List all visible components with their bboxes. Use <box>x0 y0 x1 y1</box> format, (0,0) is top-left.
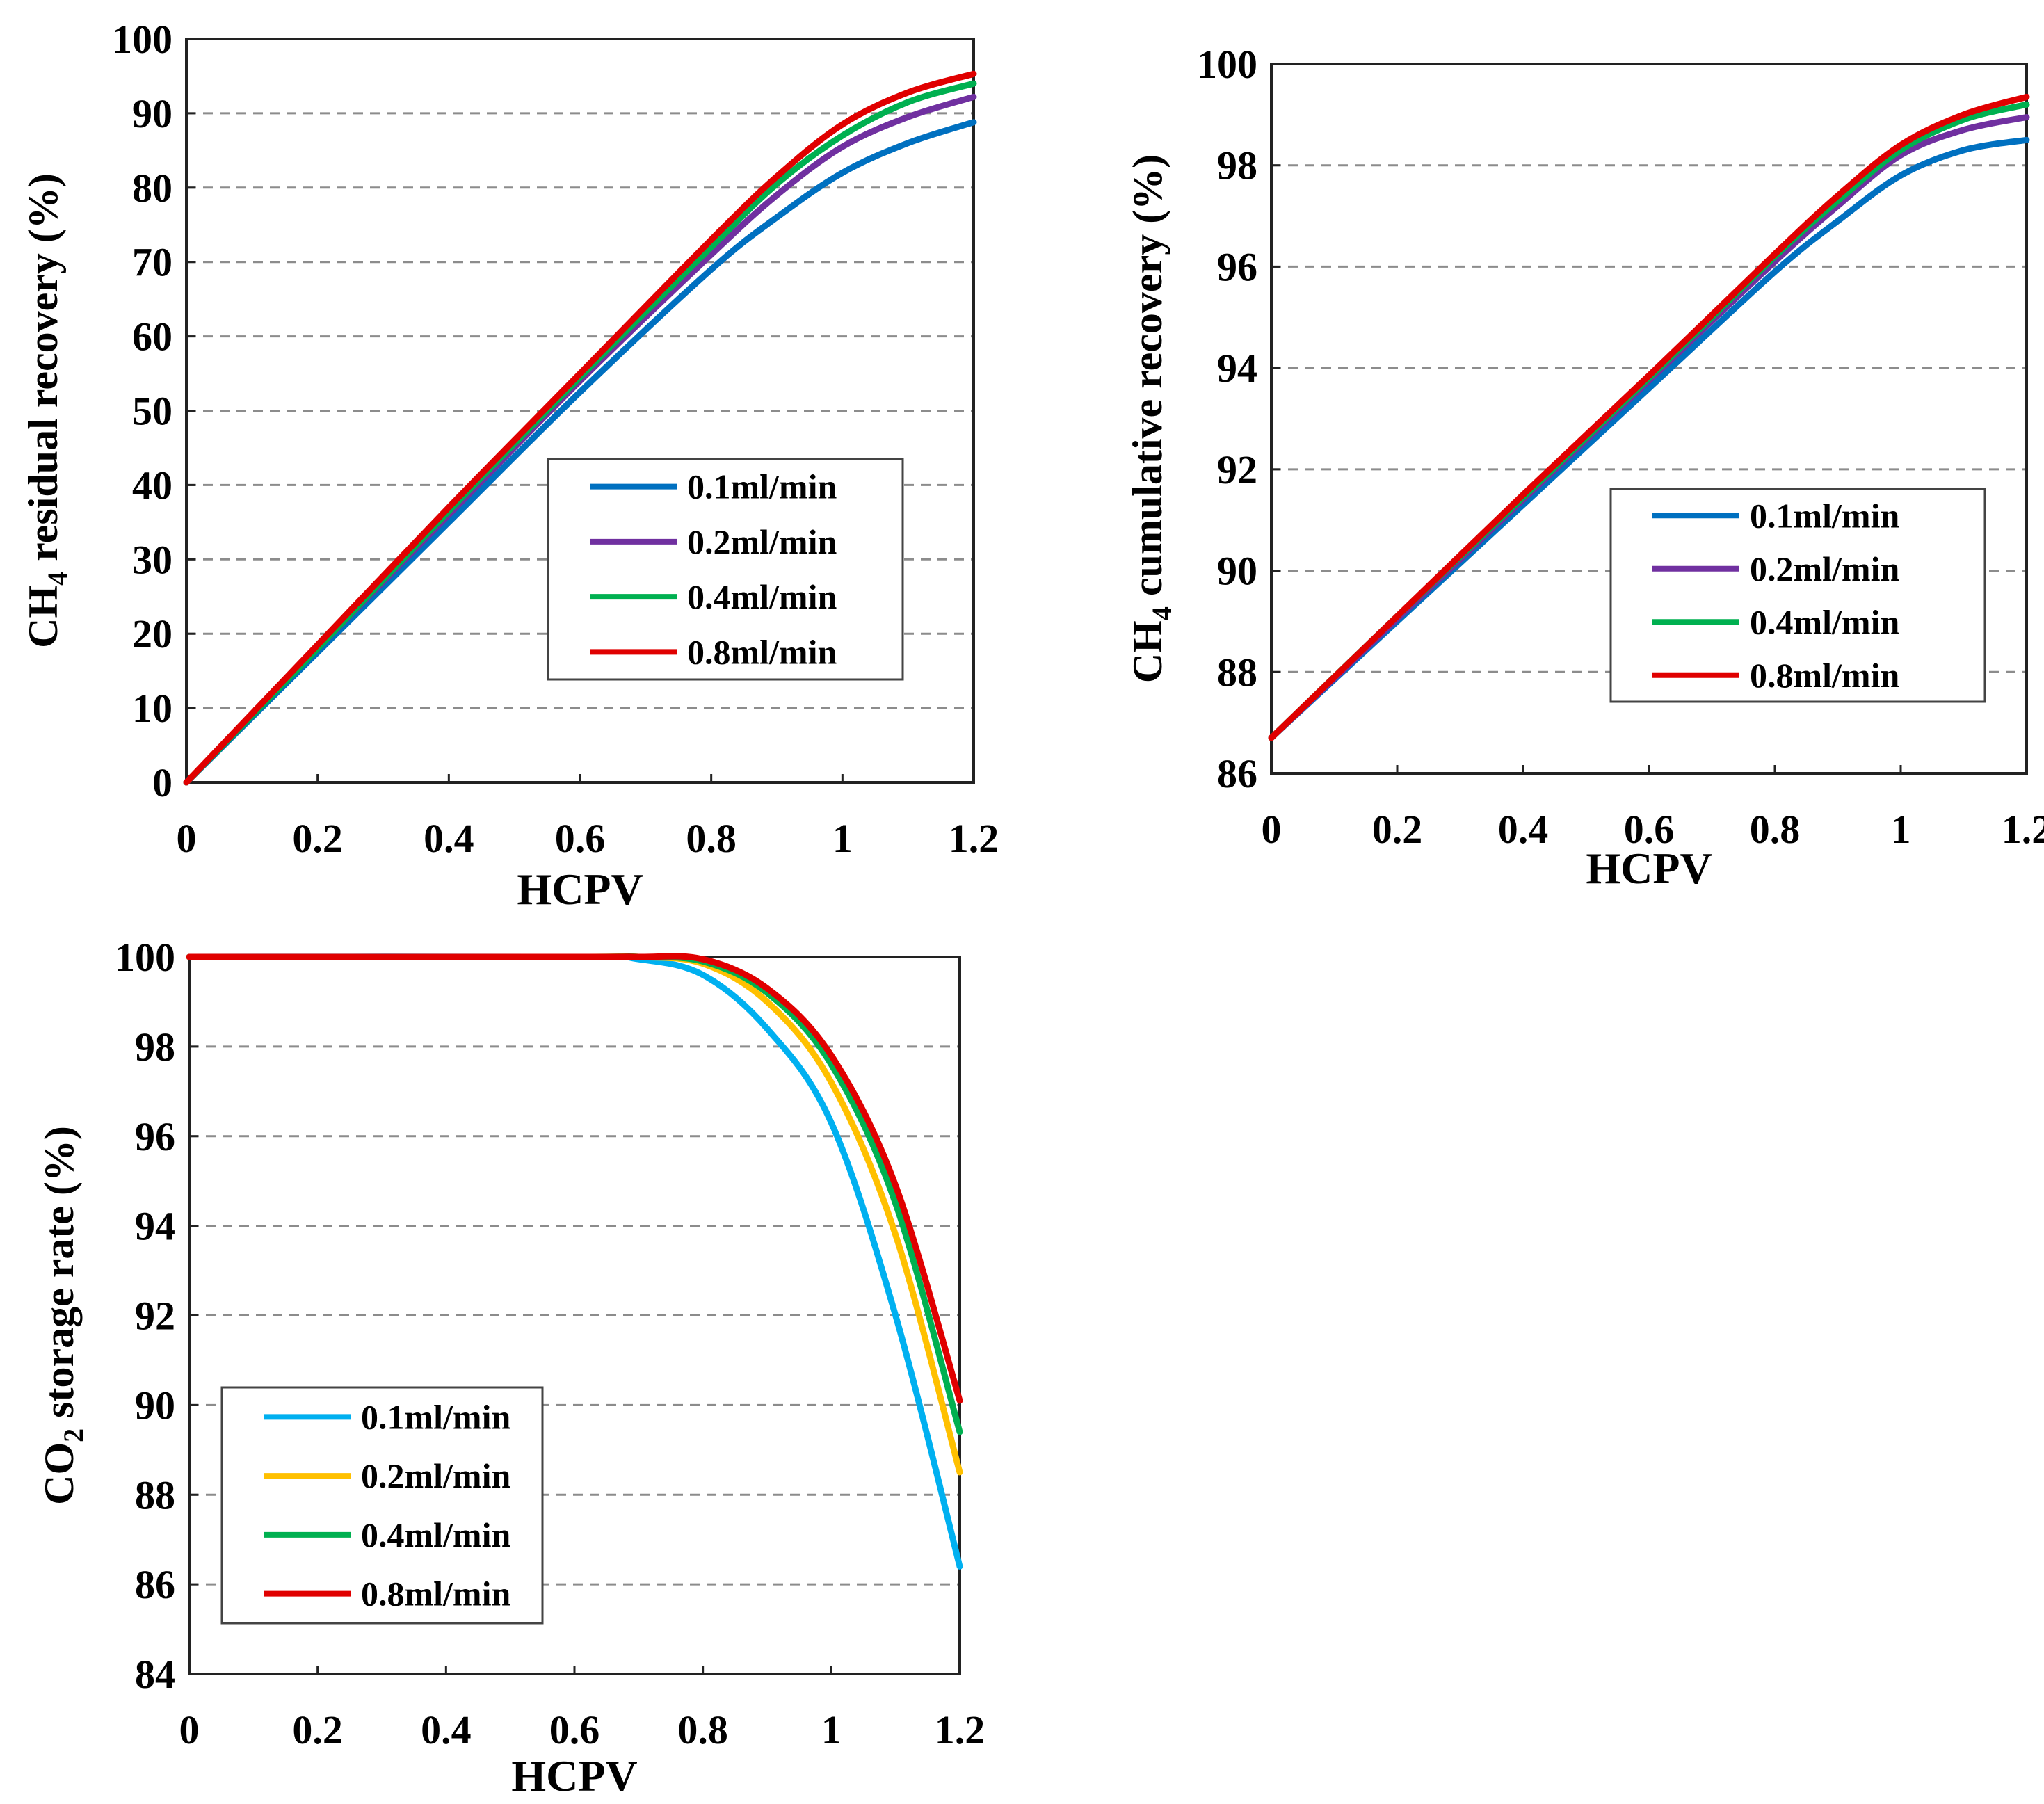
y-tick-label: 20 <box>132 611 172 657</box>
y-tick-label: 80 <box>132 166 172 211</box>
series-line-0.8ml-min <box>186 953 963 1404</box>
x-tick-label: 0.8 <box>677 1707 728 1753</box>
y-tick-label: 70 <box>132 240 172 285</box>
y-tick-label: 100 <box>115 935 175 980</box>
x-tick-label: 1 <box>821 1707 842 1753</box>
x-axis-label: HCPV <box>1586 844 1712 893</box>
y-axis-label: CH4 cumulative recovery (%) <box>1125 154 1177 683</box>
legend-label: 0.1ml/min <box>361 1397 510 1436</box>
x-tick-label: 0.6 <box>555 816 606 861</box>
y-tick-label: 94 <box>1217 346 1257 391</box>
x-tick-label: 0.6 <box>549 1707 600 1753</box>
legend-box <box>1609 488 1986 703</box>
x-tick-label: 0.2 <box>292 1707 343 1753</box>
y-tick-label: 40 <box>132 462 172 508</box>
x-axis-label: HCPV <box>511 1751 637 1801</box>
x-tick-label: 1 <box>1891 807 1911 852</box>
legend-label: 0.1ml/min <box>1750 496 1899 535</box>
y-axis-label-part: cumulative recovery (%) <box>1125 154 1170 606</box>
y-tick-label: 86 <box>1217 751 1257 796</box>
y-axis-label-part: CH <box>1125 620 1170 683</box>
y-tick-label: 60 <box>132 314 172 360</box>
legend-label: 0.4ml/min <box>361 1515 510 1554</box>
x-tick-label: 0 <box>1262 807 1282 852</box>
x-tick-label: 0 <box>177 816 197 861</box>
legend-label: 0.8ml/min <box>1750 656 1899 695</box>
y-tick-label: 90 <box>1217 549 1257 594</box>
series-line-0.8ml-min <box>183 70 977 786</box>
y-tick-label: 84 <box>135 1652 175 1697</box>
y-axis-label-subscript: 4 <box>1146 606 1177 620</box>
plot-frame <box>1270 63 2028 775</box>
y-tick-label: 88 <box>1217 650 1257 695</box>
y-tick-label: 30 <box>132 537 172 582</box>
y-axis-label-subscript: 4 <box>42 572 73 586</box>
x-tick-label: 0 <box>179 1707 200 1753</box>
legend-label: 0.2ml/min <box>361 1456 510 1495</box>
y-axis-label-subscript: 2 <box>58 1428 89 1442</box>
y-axis-label: CH4 residual recovery (%) <box>20 173 73 648</box>
y-tick-label: 98 <box>1217 143 1257 188</box>
y-tick-label: 100 <box>112 17 172 62</box>
legend-label: 0.1ml/min <box>687 467 837 506</box>
y-axis-label-part: residual recovery (%) <box>20 173 66 572</box>
x-tick-label: 1.2 <box>2002 807 2044 852</box>
legend: 0.1ml/min 0.2ml/min 0.4ml/min 0.8ml/min <box>1609 488 1986 703</box>
y-tick-label: 100 <box>1197 42 1257 87</box>
y-tick-label: 50 <box>132 389 172 434</box>
legend-label: 0.2ml/min <box>687 522 837 561</box>
x-tick-label: 1 <box>832 816 853 861</box>
x-tick-label: 0.2 <box>292 816 343 861</box>
series-line-0.1ml-min <box>183 119 977 786</box>
chart-2: 86 88 90 92 94 96 98 100 0 0.2 0.4 0.6 0.8 1 1.2 HCPV CH… <box>1125 42 2044 893</box>
y-tick-label: 98 <box>135 1024 175 1070</box>
legend-label: 0.8ml/min <box>687 632 837 671</box>
y-tick-label: 92 <box>1217 447 1257 492</box>
y-tick-label: 90 <box>132 91 172 136</box>
x-tick-label: 0.8 <box>686 816 737 861</box>
y-axis-label-part: CO <box>36 1442 82 1505</box>
legend-box <box>547 458 904 681</box>
series-line-0.8ml-min <box>1268 93 2030 741</box>
y-tick-label: 96 <box>135 1114 175 1159</box>
y-tick-label: 94 <box>135 1204 175 1249</box>
y-axis-label-part: storage rate (%) <box>36 1126 82 1428</box>
x-tick-label: 1.2 <box>949 816 999 861</box>
x-tick-label: 0.4 <box>424 816 474 861</box>
y-axis-label: CO2 storage rate (%) <box>36 1126 89 1505</box>
legend-label: 0.4ml/min <box>1750 602 1899 641</box>
y-tick-label: 90 <box>135 1383 175 1428</box>
x-tick-label: 0.4 <box>421 1707 472 1753</box>
legend-label: 0.2ml/min <box>1750 549 1899 588</box>
x-tick-label: 0.4 <box>1498 807 1549 852</box>
y-tick-label: 0 <box>152 760 172 805</box>
x-tick-label: 0.6 <box>1624 807 1675 852</box>
legend-label: 0.4ml/min <box>687 577 837 616</box>
y-tick-label: 96 <box>1217 244 1257 289</box>
y-tick-label: 10 <box>132 686 172 731</box>
x-tick-label: 1.2 <box>935 1707 985 1753</box>
x-axis-label: HCPV <box>517 864 643 914</box>
y-axis-label-part: CH <box>20 586 66 648</box>
legend-label: 0.8ml/min <box>361 1575 510 1613</box>
legend-box <box>220 1386 544 1625</box>
series-line-0.4ml-min <box>186 953 963 1435</box>
x-tick-label: 0.8 <box>1750 807 1801 852</box>
legend: 0.1ml/min 0.2ml/min 0.4ml/min 0.8ml/min <box>547 458 904 681</box>
chart-1: 0 10 20 30 40 50 60 70 80 90 100 0 0.2 0.4 0.6 0.8 1 1.2 H… <box>20 17 999 914</box>
y-tick-label: 88 <box>135 1472 175 1517</box>
plot-frame <box>185 38 975 784</box>
y-tick-label: 86 <box>135 1562 175 1607</box>
y-tick-label: 92 <box>135 1294 175 1339</box>
legend: 0.1ml/min 0.2ml/min 0.4ml/min 0.8ml/min <box>220 1386 544 1625</box>
chart-3: 84 86 88 90 92 94 96 98 100 0 0.2 0.4 0.6 0.8 1 1.2 HCPV… <box>36 935 985 1801</box>
x-tick-label: 0.2 <box>1372 807 1423 852</box>
